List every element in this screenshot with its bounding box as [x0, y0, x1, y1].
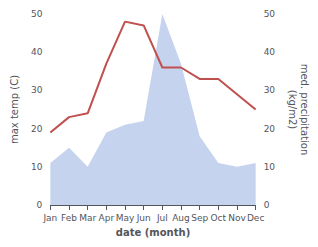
svg-text:0: 0	[264, 200, 270, 210]
svg-text:Dec: Dec	[247, 213, 264, 223]
svg-text:40: 40	[264, 47, 276, 57]
svg-text:0: 0	[37, 200, 43, 210]
svg-text:30: 30	[31, 85, 43, 95]
svg-text:Oct: Oct	[211, 213, 227, 223]
svg-text:10: 10	[264, 162, 276, 172]
svg-text:Feb: Feb	[61, 213, 77, 223]
svg-text:Aug: Aug	[172, 213, 190, 223]
svg-text:Sep: Sep	[191, 213, 208, 223]
svg-text:Jan: Jan	[42, 213, 57, 223]
svg-text:50: 50	[264, 9, 276, 19]
svg-text:20: 20	[31, 124, 43, 134]
svg-text:max temp (C): max temp (C)	[9, 75, 20, 144]
svg-text:50: 50	[31, 9, 43, 19]
svg-text:30: 30	[264, 85, 276, 95]
svg-text:Apr: Apr	[99, 213, 115, 223]
svg-text:(kg/m2): (kg/m2)	[287, 90, 298, 130]
svg-text:40: 40	[31, 47, 43, 57]
svg-text:Mar: Mar	[79, 213, 96, 223]
svg-text:Jul: Jul	[156, 213, 168, 223]
svg-text:May: May	[116, 213, 135, 223]
svg-text:date (month): date (month)	[116, 227, 190, 238]
svg-text:med. precipitation: med. precipitation	[299, 64, 310, 156]
svg-text:Jun: Jun	[136, 213, 151, 223]
svg-text:20: 20	[264, 124, 276, 134]
svg-text:10: 10	[31, 162, 43, 172]
svg-text:Nov: Nov	[228, 213, 246, 223]
